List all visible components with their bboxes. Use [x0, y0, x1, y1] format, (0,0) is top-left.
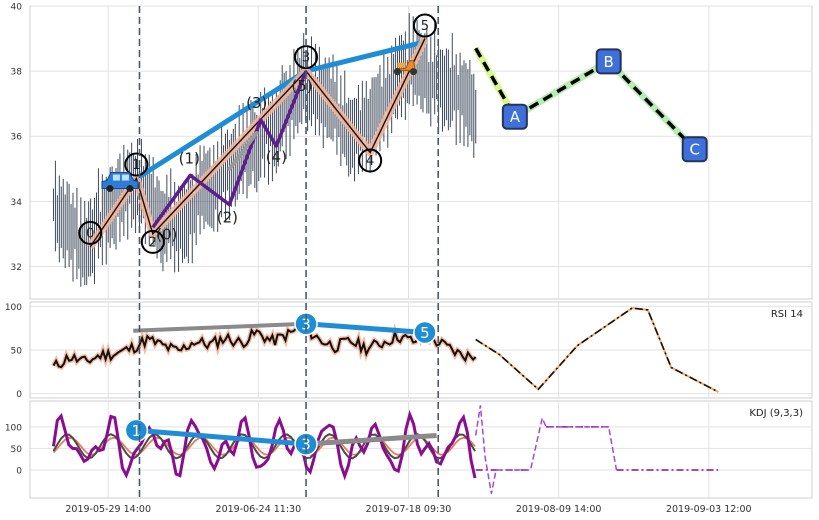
y-tick-label: 0 — [16, 390, 22, 400]
y-tick-label: 32 — [11, 263, 22, 273]
y-tick-label: 50 — [11, 445, 23, 455]
wave-marker-0-label: 0 — [86, 226, 94, 241]
y-tick-label: 36 — [11, 133, 23, 143]
kdj-divergence-1 — [136, 427, 307, 447]
kdj-divergence-2 — [305, 433, 437, 447]
sub-wave-label: (1) — [179, 149, 200, 167]
y-tick-label: 38 — [11, 68, 23, 78]
scooter-icon — [393, 60, 417, 76]
rsi-marker-3-label: 3 — [301, 315, 311, 333]
rsi-divergence-up — [133, 321, 307, 333]
sub-wave-label: (2) — [217, 209, 238, 227]
forecast-marker-label: B — [604, 53, 614, 71]
rsi-divergence-down — [305, 321, 426, 335]
y-tick-label: 100 — [5, 303, 22, 313]
wave-marker-3-label: 3 — [302, 51, 310, 66]
wave-marker-5-circle — [412, 13, 437, 38]
scooter-wheel — [409, 68, 417, 76]
wave-marker-4-label: 4 — [366, 154, 374, 169]
wave-marker-3-circle — [294, 45, 319, 70]
forecast-marker-label: C — [689, 141, 699, 159]
x-tick-label: 2019-05-29 14:00 — [65, 504, 151, 515]
kdj-marker-3-label: 3 — [301, 436, 311, 454]
sub-wave-label: (0) — [156, 225, 177, 243]
rsi-forecast — [475, 307, 719, 393]
kdj-panel: 0 50 100 1 3 — [5, 400, 813, 499]
x-axis: 2019-05-29 14:00 2019-06-24 11:30 2019-07-… — [65, 504, 751, 515]
rsi-marker-5-label: 5 — [420, 324, 430, 342]
y-tick-label: 0 — [16, 466, 22, 476]
wave-marker-1-circle — [124, 152, 149, 177]
car-wheel — [126, 185, 134, 193]
kdj-marker-1-label: 1 — [132, 422, 142, 440]
scooter-wheel — [393, 68, 401, 76]
kdj-d-line — [52, 436, 476, 456]
kdj-marker-1-circle — [124, 418, 149, 443]
kdj-label: KDJ (9,3,3) — [749, 408, 803, 419]
car-window — [112, 174, 120, 181]
car-wheel — [106, 185, 114, 193]
y-tick-label: 34 — [11, 198, 23, 208]
forecast-marker-label: A — [510, 108, 521, 126]
wave-marker-4-circle — [358, 148, 383, 173]
scooter-seat — [397, 62, 406, 68]
rsi-marker-3-circle — [294, 312, 318, 336]
kdj-k-line — [52, 433, 476, 460]
forecast-marker-B — [595, 48, 622, 75]
y-tick-label: 100 — [5, 423, 22, 433]
kdj-forecast-transition — [474, 405, 618, 494]
kdj-marker-3-circle — [294, 432, 318, 456]
x-tick-label: 2019-07-18 09:30 — [366, 504, 452, 515]
car-window — [121, 174, 129, 181]
wave-marker-1-label: 1 — [132, 158, 140, 173]
rsi-line — [52, 324, 477, 369]
arrow-line — [227, 130, 259, 171]
wave-marker-5-label: 5 — [421, 19, 429, 34]
forecast-marker-A — [501, 103, 528, 130]
wave-marker-0-circle — [78, 220, 103, 245]
wave-marker-2-label: 2 — [149, 235, 157, 250]
forecast-line — [474, 47, 696, 151]
rsi-label: RSI 14 — [771, 309, 803, 320]
sub-wave-label: (4) — [266, 148, 287, 166]
x-tick-label: 2019-06-24 11:30 — [216, 504, 302, 515]
rsi-marker-5-circle — [413, 320, 437, 345]
forecast-marker-C — [681, 136, 708, 163]
sub-wave-line — [151, 70, 308, 229]
x-tick-label: 2019-09-03 12:00 — [666, 504, 752, 515]
sub-wave-label: (3) — [246, 94, 267, 112]
y-tick-label: 50 — [11, 347, 23, 357]
sub-wave-label: (5) — [291, 77, 312, 95]
vertical-marker-lines — [138, 6, 440, 498]
y-tick-label: 40 — [11, 3, 23, 13]
wave-marker-2-circle — [140, 229, 165, 254]
x-tick-label: 2019-08-09 14:00 — [516, 504, 602, 515]
car-icon — [101, 172, 139, 193]
rsi-panel: 0 50 100 3 5 — [5, 301, 813, 400]
